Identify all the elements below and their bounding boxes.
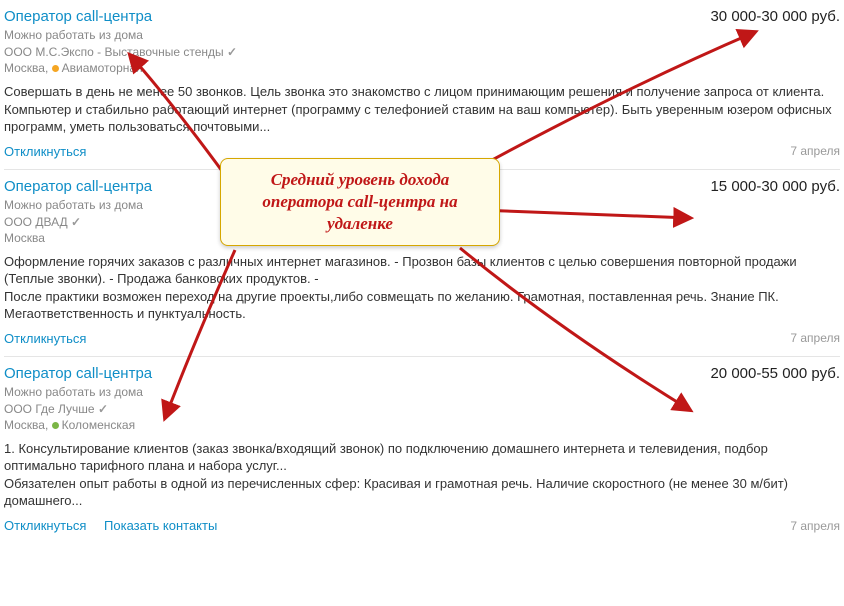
job-listing: Оператор call-центра 20 000-55 000 руб. …: [4, 356, 840, 543]
remote-label: Можно работать из дома: [4, 385, 840, 399]
apply-link[interactable]: Откликнуться: [4, 331, 86, 346]
location-text: Москва, Авиамоторная: [4, 61, 840, 75]
company-name: ООО М.С.Экспо - Выставочные стенды ✓: [4, 45, 840, 59]
salary-text: 15 000-30 000 руб.: [710, 178, 840, 195]
job-description: Оформление горячих заказов с различных и…: [4, 253, 840, 323]
metro-dot-icon: [52, 422, 59, 429]
apply-link[interactable]: Откликнуться: [4, 518, 86, 533]
verified-icon: ✓: [98, 402, 108, 416]
apply-link[interactable]: Откликнуться: [4, 144, 86, 159]
job-title-link[interactable]: Оператор call-центра: [4, 178, 152, 195]
salary-text: 30 000-30 000 руб.: [710, 8, 840, 25]
verified-icon: ✓: [227, 45, 237, 59]
location-text: Москва, Коломенская: [4, 418, 840, 432]
post-date: 7 апреля: [790, 519, 840, 533]
job-description: 1. Консультирование клиентов (заказ звон…: [4, 440, 840, 510]
post-date: 7 апреля: [790, 331, 840, 345]
job-listing: Оператор call-центра 30 000-30 000 руб. …: [4, 0, 840, 169]
remote-label: Можно работать из дома: [4, 28, 840, 42]
job-title-link[interactable]: Оператор call-центра: [4, 8, 152, 25]
job-description: Совершать в день не менее 50 звонков. Це…: [4, 83, 840, 136]
show-contacts-link[interactable]: Показать контакты: [104, 518, 217, 533]
post-date: 7 апреля: [790, 144, 840, 158]
company-name: ООО Где Лучше ✓: [4, 402, 840, 416]
verified-icon: ✓: [71, 215, 81, 229]
job-title-link[interactable]: Оператор call-центра: [4, 365, 152, 382]
salary-text: 20 000-55 000 руб.: [710, 365, 840, 382]
annotation-callout: Средний уровень дохода оператора call-це…: [220, 158, 500, 246]
metro-dot-icon: [52, 65, 59, 72]
